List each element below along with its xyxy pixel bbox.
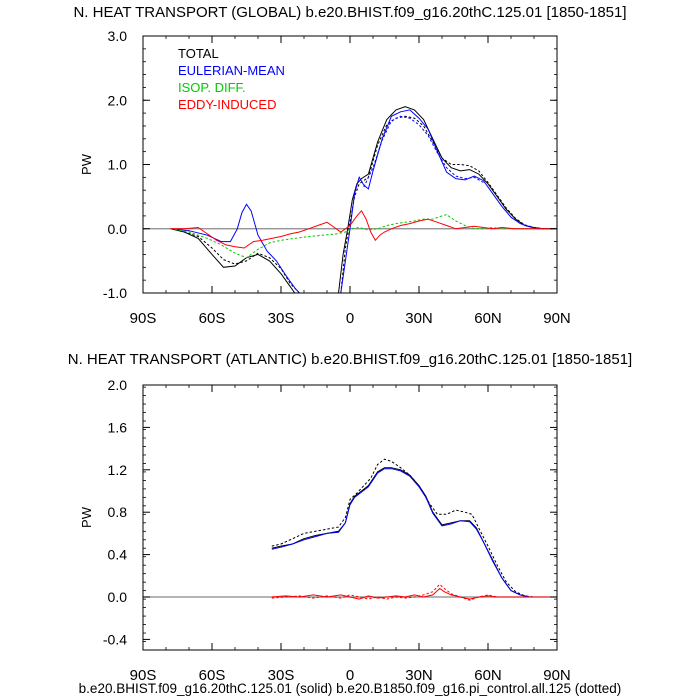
- y-tick-label: 3.0: [108, 28, 128, 44]
- series-line-eulerian-mean: [170, 203, 300, 293]
- series-line-eddy-induced: [170, 209, 555, 249]
- x-tick-label: 60S: [199, 667, 226, 684]
- legend-entry: EULERIAN-MEAN: [178, 63, 285, 78]
- plot-frame: [142, 384, 558, 651]
- series-line-eulerian-mean: [363, 115, 484, 188]
- y-tick-label: 1.2: [108, 462, 128, 478]
- x-tick-label: 0: [346, 667, 354, 684]
- x-tick-label: 30S: [268, 310, 295, 327]
- x-tick-label: 90S: [130, 310, 157, 327]
- series-line-total: [170, 228, 296, 293]
- series-line-eddy-induced: [271, 583, 555, 601]
- chart-atlantic: N. HEAT TRANSPORT (ATLANTIC) b.e20.BHIST…: [68, 351, 632, 684]
- series-line-isop-diff: [170, 214, 555, 259]
- y-tick-label: 0.0: [108, 221, 128, 237]
- series-line-total: [271, 467, 555, 598]
- series-line-eulerian-mean: [340, 109, 555, 293]
- y-tick-label: 1.6: [108, 419, 128, 435]
- x-tick-label: 30S: [268, 667, 295, 684]
- legend-entry: EDDY-INDUCED: [178, 97, 276, 112]
- y-tick-label: 0.8: [108, 504, 128, 520]
- y-tick-label: -1.0: [103, 285, 127, 301]
- series-line-total: [170, 228, 300, 293]
- x-tick-label: 30N: [405, 667, 433, 684]
- x-tick-label: 30N: [405, 310, 433, 327]
- x-tick-label: 60N: [474, 667, 502, 684]
- x-tick-label: 0: [346, 310, 354, 327]
- y-tick-label: 2.0: [108, 377, 128, 393]
- y-axis-label: PW: [79, 153, 94, 175]
- legend: TOTAL EULERIAN-MEAN ISOP. DIFF. EDDY-INDUCE…: [178, 46, 285, 112]
- series-line-total: [338, 106, 555, 293]
- chart-title: N. HEAT TRANSPORT (GLOBAL) b.e20.BHIST.f…: [73, 4, 626, 21]
- x-tick-label: 90N: [543, 667, 571, 684]
- series-line-total: [340, 115, 555, 293]
- legend-entry: ISOP. DIFF.: [178, 80, 246, 95]
- y-tick-label: 2.0: [108, 92, 128, 108]
- x-tick-label: 60S: [199, 310, 226, 327]
- y-tick-label: 1.0: [108, 157, 128, 173]
- y-tick-label: 0.4: [108, 547, 128, 563]
- x-tick-label: 90S: [130, 667, 157, 684]
- footer-caption: b.e20.BHIST.f09_g16.20thC.125.01 (solid)…: [79, 681, 622, 696]
- legend-entry: TOTAL: [178, 46, 219, 61]
- x-tick-label: 60N: [474, 310, 502, 327]
- chart-global: N. HEAT TRANSPORT (GLOBAL) b.e20.BHIST.f…: [73, 4, 626, 327]
- series-group: [170, 106, 555, 293]
- y-axis-label: PW: [79, 506, 94, 528]
- series-group: [271, 458, 555, 601]
- chart-title: N. HEAT TRANSPORT (ATLANTIC) b.e20.BHIST…: [68, 351, 632, 368]
- series-line-total: [271, 458, 555, 598]
- y-tick-label: -0.4: [103, 631, 127, 647]
- y-tick-label: 0.0: [108, 589, 128, 605]
- x-tick-label: 90N: [543, 310, 571, 327]
- series-line-eulerian-mean: [271, 468, 555, 598]
